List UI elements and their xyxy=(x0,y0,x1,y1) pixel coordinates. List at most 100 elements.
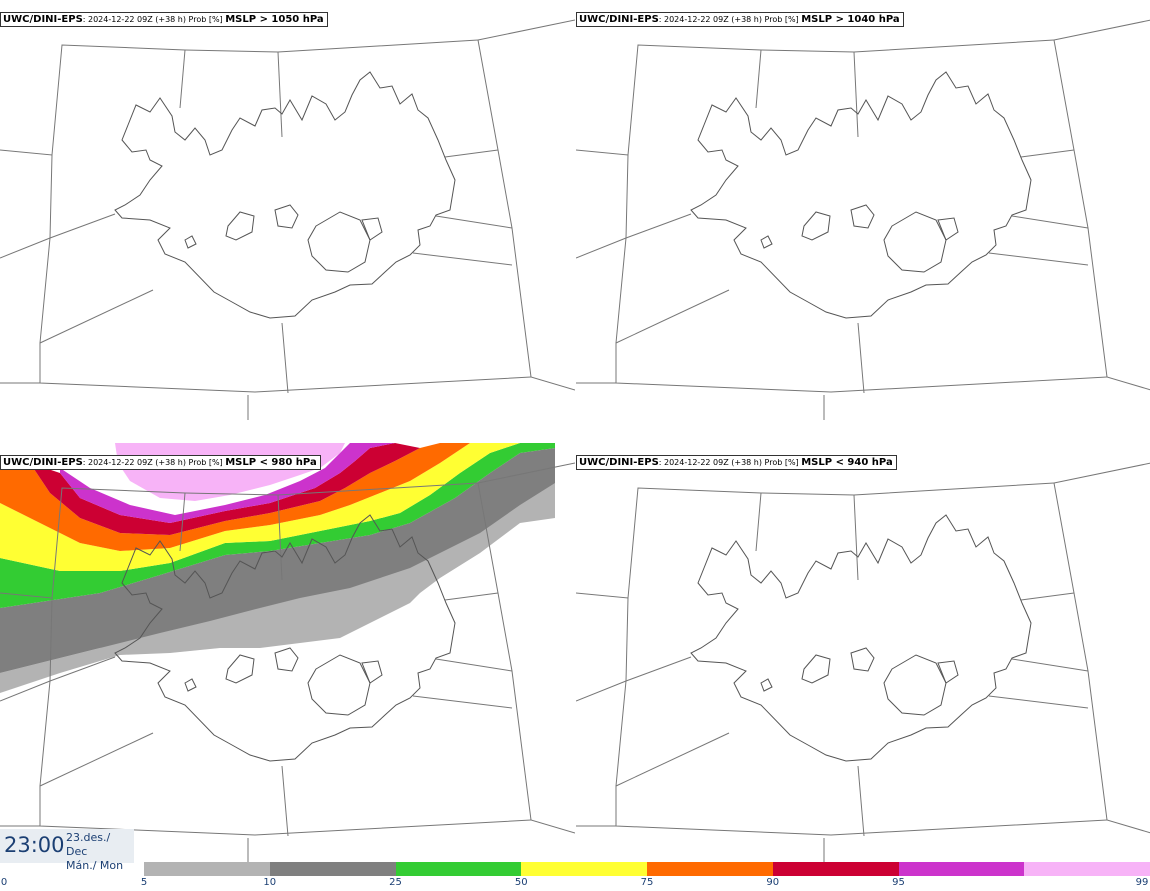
field-name: MSLP < 980 hPa xyxy=(225,457,317,468)
region-border-line xyxy=(576,680,627,702)
model-name: UWC/DINI-EPS xyxy=(579,457,659,468)
map-outline xyxy=(0,462,575,863)
prob-band-95 xyxy=(60,443,395,523)
panel-title: UWC/DINI-EPS: 2024-12-22 09Z (+38 h) Pro… xyxy=(576,12,904,27)
run-info: : 2024-12-22 09Z (+38 h) Prob [%] xyxy=(82,15,226,24)
glacier-outline xyxy=(225,654,255,684)
glacier-outline xyxy=(184,678,197,692)
region-border-line xyxy=(755,49,762,109)
region-border-line xyxy=(625,656,692,682)
glacier-outline xyxy=(361,660,383,684)
prob-band-25 xyxy=(0,443,555,608)
map-outline xyxy=(576,19,1150,420)
region-border-line xyxy=(277,51,283,138)
coastline xyxy=(114,514,456,762)
colorbar-label: 0 xyxy=(0,877,8,888)
region-border-line xyxy=(1053,482,1150,834)
prob-band-75 xyxy=(0,443,470,551)
glacier-outline xyxy=(937,660,959,684)
map-svg xyxy=(0,19,575,420)
panel-title: UWC/DINI-EPS: 2024-12-22 09Z (+38 h) Pro… xyxy=(0,12,328,27)
region-border-line xyxy=(0,39,479,156)
glacier-outline xyxy=(850,647,875,672)
region-border-line xyxy=(0,482,479,599)
region-border-line xyxy=(755,492,762,552)
glacier-outline xyxy=(274,204,299,229)
region-border-line xyxy=(576,482,1055,599)
region-border-line xyxy=(435,215,513,229)
colorbar-segment xyxy=(898,862,1025,876)
run-info: : 2024-12-22 09Z (+38 h) Prob [%] xyxy=(82,458,226,467)
region-border-line xyxy=(988,252,1089,266)
glacier-outline xyxy=(225,211,255,241)
colorbar-segment xyxy=(395,862,522,876)
glacier-outline xyxy=(883,211,947,273)
region-border-line xyxy=(615,154,1108,393)
model-name: UWC/DINI-EPS xyxy=(3,457,83,468)
probability-field xyxy=(0,443,555,693)
run-info: : 2024-12-22 09Z (+38 h) Prob [%] xyxy=(658,458,802,467)
colorbar xyxy=(144,862,1150,876)
region-border-line xyxy=(412,252,513,266)
valid-date-day: 23.des./ Dec xyxy=(66,831,111,858)
prob-band-50 xyxy=(0,443,520,571)
colorbar-segment xyxy=(1024,862,1150,876)
region-border-line xyxy=(1011,658,1089,672)
colorbar-label: 95 xyxy=(892,877,905,888)
panel-title: UWC/DINI-EPS: 2024-12-22 09Z (+38 h) Pro… xyxy=(576,455,897,470)
panel-top-left: UWC/DINI-EPS: 2024-12-22 09Z (+38 h) Pro… xyxy=(0,0,575,420)
glacier-outline xyxy=(184,235,197,249)
colorbar-label: 10 xyxy=(263,877,277,888)
region-border-line xyxy=(1053,462,1150,484)
region-border-line xyxy=(1053,19,1150,41)
glacier-outline xyxy=(307,654,371,716)
map-svg xyxy=(0,443,575,863)
glacier-outline xyxy=(850,204,875,229)
colorbar-segment xyxy=(647,862,773,876)
field-name: MSLP < 940 hPa xyxy=(801,457,893,468)
region-border-line xyxy=(0,237,51,259)
model-name: UWC/DINI-EPS xyxy=(579,14,659,25)
region-border-line xyxy=(1020,149,1075,158)
colorbar-label: 75 xyxy=(640,877,654,888)
field-name: MSLP > 1050 hPa xyxy=(225,14,324,25)
panel-title: UWC/DINI-EPS: 2024-12-22 09Z (+38 h) Pro… xyxy=(0,455,321,470)
region-border-line xyxy=(477,39,575,391)
region-border-line xyxy=(39,154,532,393)
prob-band-10 xyxy=(0,448,555,673)
map-svg xyxy=(576,19,1150,420)
panel-bottom-left: UWC/DINI-EPS: 2024-12-22 09Z (+38 h) Pro… xyxy=(0,443,575,863)
colorbar-label: 50 xyxy=(514,877,528,888)
region-border-line xyxy=(49,213,116,239)
region-border-line xyxy=(615,289,730,344)
map-svg xyxy=(576,462,1150,863)
region-border-line xyxy=(0,680,51,702)
model-name: UWC/DINI-EPS xyxy=(3,14,83,25)
glacier-outline xyxy=(361,217,383,241)
colorbar-label: 99 xyxy=(1135,877,1149,888)
region-border-line xyxy=(179,492,186,552)
region-border-line xyxy=(857,322,865,394)
region-border-line xyxy=(625,213,692,239)
region-border-line xyxy=(281,322,289,394)
region-border-line xyxy=(277,494,283,581)
region-border-line xyxy=(39,289,154,344)
region-border-line xyxy=(857,765,865,837)
map-outline xyxy=(0,19,575,420)
region-border-line xyxy=(615,732,730,787)
colorbar-labels: 0 5 10 25 50 75 90 95 99 xyxy=(0,877,1150,891)
region-border-line xyxy=(444,592,499,601)
region-border-line xyxy=(576,237,627,259)
region-border-line xyxy=(39,732,154,787)
region-border-line xyxy=(39,597,532,836)
region-border-line xyxy=(179,49,186,109)
colorbar-label: 25 xyxy=(389,877,402,888)
colorbar-label: 90 xyxy=(766,877,780,888)
region-border-line xyxy=(477,462,575,484)
coastline xyxy=(690,71,1032,319)
coastline xyxy=(114,71,456,319)
valid-weekday: Mán./ Mon xyxy=(66,859,124,872)
valid-date: 23.des./ Dec Mán./ Mon xyxy=(66,831,134,873)
region-border-line xyxy=(576,39,1055,156)
coastline xyxy=(690,514,1032,762)
